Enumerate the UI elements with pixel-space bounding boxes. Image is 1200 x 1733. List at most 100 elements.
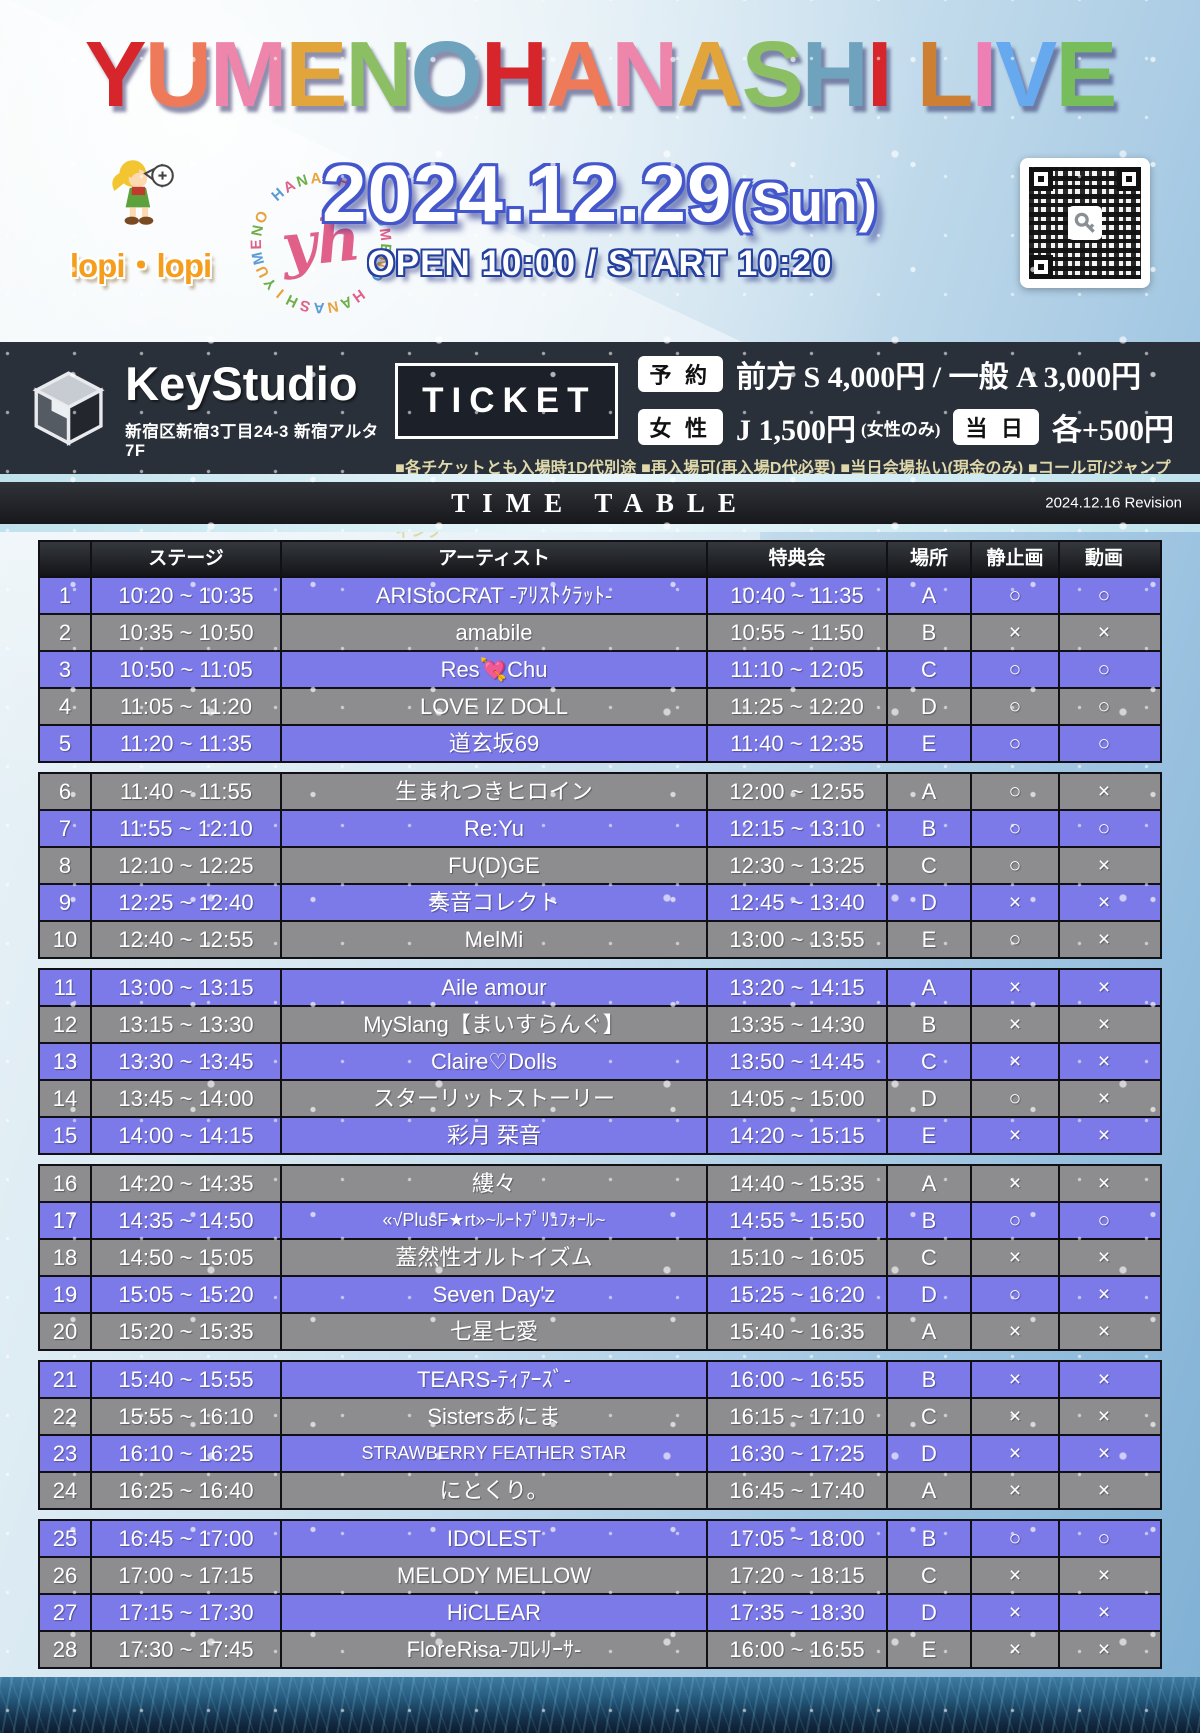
artist-name: FloreRisa-ﾌﾛﾚﾘｰｻ- xyxy=(282,1632,708,1667)
stage-time: 13:45 ~ 14:00 xyxy=(92,1081,282,1116)
stage-time: 10:20 ~ 10:35 xyxy=(92,578,282,613)
still-photo-status: × xyxy=(972,1595,1060,1630)
table-row: 1 10:20 ~ 10:35 ARIStoCRAT -ｱﾘｽﾄｸﾗｯﾄ- 10:40… xyxy=(40,578,1160,615)
artist-name: Sistersあにま xyxy=(282,1399,708,1434)
stage-time: 15:55 ~ 16:10 xyxy=(92,1399,282,1434)
video-status: × xyxy=(1097,1405,1111,1428)
place: A xyxy=(888,1166,972,1201)
video-status: × xyxy=(1097,928,1111,951)
title-letter: N xyxy=(611,22,678,126)
ocean-footer-decoration xyxy=(0,1677,1200,1733)
row-number: 12 xyxy=(40,1007,92,1042)
table-row: 14 13:45 ~ 14:00 スターリットストーリー 14:05 ~ 15:00 D… xyxy=(40,1081,1160,1118)
place: A xyxy=(888,578,972,613)
tokuten-time: 12:30 ~ 13:25 xyxy=(708,848,888,883)
still-photo-status: ○ xyxy=(972,578,1060,613)
row-number: 21 xyxy=(40,1362,92,1397)
tokuten-time: 15:10 ~ 16:05 xyxy=(708,1240,888,1275)
stage-time: 13:30 ~ 13:45 xyxy=(92,1044,282,1079)
still-photo-status: ○ xyxy=(972,1521,1060,1556)
artist-name: «√PlusF★rt»~ﾙｰﾄﾌﾟﾘｭﾌｫｰﾙ~ xyxy=(282,1203,708,1238)
place: C xyxy=(888,848,972,883)
revision-date: 2024.12.16 Revision xyxy=(1045,494,1182,512)
column-header: 動画 xyxy=(1084,548,1123,569)
event-date-day: (Sun) xyxy=(732,171,878,233)
table-row: 13 13:30 ~ 13:45 Claire♡Dolls 13:50 ~ 14:45… xyxy=(40,1044,1160,1081)
stage-time: 11:05 ~ 11:20 xyxy=(92,689,282,724)
table-row: 19 15:05 ~ 15:20 Seven Day'z 15:25 ~ 16:20 D… xyxy=(40,1277,1160,1314)
title-letter: A xyxy=(546,22,613,126)
timetable-group: 6 11:40 ~ 11:55 生まれつきヒロイン 12:00 ~ 12:55 A ○ × 7… xyxy=(38,772,1162,959)
tokuten-time: 13:35 ~ 14:30 xyxy=(708,1007,888,1042)
place: A xyxy=(888,1473,972,1508)
video-status: × xyxy=(1097,854,1111,877)
row-number: 20 xyxy=(40,1314,92,1349)
stage-time: 14:50 ~ 15:05 xyxy=(92,1240,282,1275)
venue-address: 新宿区新宿3丁目24-3 新宿アルタ 7F xyxy=(125,423,379,460)
table-row: 8 12:10 ~ 12:25 FU(D)GE 12:30 ~ 13:25 C ○ × xyxy=(40,848,1160,885)
row-number: 10 xyxy=(40,922,92,957)
table-row: 10 12:40 ~ 12:55 MelMi 13:00 ~ 13:55 E ○ × xyxy=(40,922,1160,957)
key-icon xyxy=(1068,206,1102,240)
table-row: 27 17:15 ~ 17:30 HiCLEAR 17:35 ~ 18:30 D × × xyxy=(40,1595,1160,1632)
artist-name: MELODY MELLOW xyxy=(282,1558,708,1593)
title-letter: U xyxy=(144,22,212,126)
stage-time: 10:50 ~ 11:05 xyxy=(92,652,282,687)
video-status: × xyxy=(1097,1283,1111,1306)
table-row: 20 15:20 ~ 15:35 七星七愛 15:40 ~ 16:35 A × × xyxy=(40,1314,1160,1349)
fare-row-reserve: 予 約 前方 S 4,000円 / 一般 A 3,000円 xyxy=(637,352,1174,396)
artist-name: スターリットストーリー xyxy=(282,1081,708,1116)
place: D xyxy=(888,1595,972,1630)
table-row: 9 12:25 ~ 12:40 奏音コレクト 12:45 ~ 13:40 D × × xyxy=(40,885,1160,922)
still-photo-status: ○ xyxy=(972,922,1060,957)
table-row: 2 10:35 ~ 10:50 amabile 10:55 ~ 11:50 B × × xyxy=(40,615,1160,652)
stage-time: 11:40 ~ 11:55 xyxy=(92,774,282,809)
tokuten-time: 17:35 ~ 18:30 xyxy=(708,1595,888,1630)
row-number: 28 xyxy=(40,1632,92,1667)
tokuten-time: 12:00 ~ 12:55 xyxy=(708,774,888,809)
qr-finder-icon xyxy=(1029,167,1053,191)
tokuten-time: 14:40 ~ 15:35 xyxy=(708,1166,888,1201)
artist-name: Re:Yu xyxy=(282,811,708,846)
place: A xyxy=(888,970,972,1005)
video-status: × xyxy=(1097,1013,1111,1036)
table-row: 17 14:35 ~ 14:50 «√PlusF★rt»~ﾙｰﾄﾌﾟﾘｭﾌｫｰﾙ~ 1… xyxy=(40,1203,1160,1240)
divider-strip xyxy=(0,474,1200,482)
still-photo-status: × xyxy=(972,970,1060,1005)
row-number: 26 xyxy=(40,1558,92,1593)
qr-code xyxy=(1020,158,1150,288)
artist-name: FU(D)GE xyxy=(282,848,708,883)
artist-name: IDOLEST xyxy=(282,1521,708,1556)
artist-name: 奏音コレクト xyxy=(282,885,708,920)
row-number: 22 xyxy=(40,1399,92,1434)
video-status: × xyxy=(1097,1320,1111,1343)
stage-time: 12:25 ~ 12:40 xyxy=(92,885,282,920)
tokuten-time: 13:20 ~ 14:15 xyxy=(708,970,888,1005)
timetable: ステージ アーティスト 特典会 場所 静止画 動画 1 10:20 ~ 10:35 ARISt… xyxy=(38,540,1162,1669)
divider-strip xyxy=(0,524,1200,532)
artist-name: MySlang【まいすらんぐ】 xyxy=(282,1007,708,1042)
stage-time: 12:40 ~ 12:55 xyxy=(92,922,282,957)
still-photo-status: × xyxy=(972,1007,1060,1042)
timetable-header-row: ステージ アーティスト 特典会 場所 静止画 動画 xyxy=(38,540,1162,576)
video-status: ○ xyxy=(1097,817,1111,840)
place: B xyxy=(888,811,972,846)
place: E xyxy=(888,922,972,957)
tokuten-time: 16:00 ~ 16:55 xyxy=(708,1362,888,1397)
still-photo-status: ○ xyxy=(972,726,1060,761)
row-number: 25 xyxy=(40,1521,92,1556)
qr-finder-icon xyxy=(1029,255,1053,279)
title-letter: H xyxy=(480,22,548,126)
tokuten-time: 11:25 ~ 12:20 xyxy=(708,689,888,724)
artist-name: 道玄坂69 xyxy=(282,726,708,761)
stage-time: 14:35 ~ 14:50 xyxy=(92,1203,282,1238)
video-status: × xyxy=(1097,780,1111,803)
tokuten-time: 14:05 ~ 15:00 xyxy=(708,1081,888,1116)
ticket-label: TICKET xyxy=(395,362,618,439)
row-number: 2 xyxy=(40,615,92,650)
video-status: × xyxy=(1097,1638,1111,1661)
video-status: ○ xyxy=(1097,584,1111,607)
video-status: ○ xyxy=(1097,695,1111,718)
title-letter: E xyxy=(1055,22,1117,126)
